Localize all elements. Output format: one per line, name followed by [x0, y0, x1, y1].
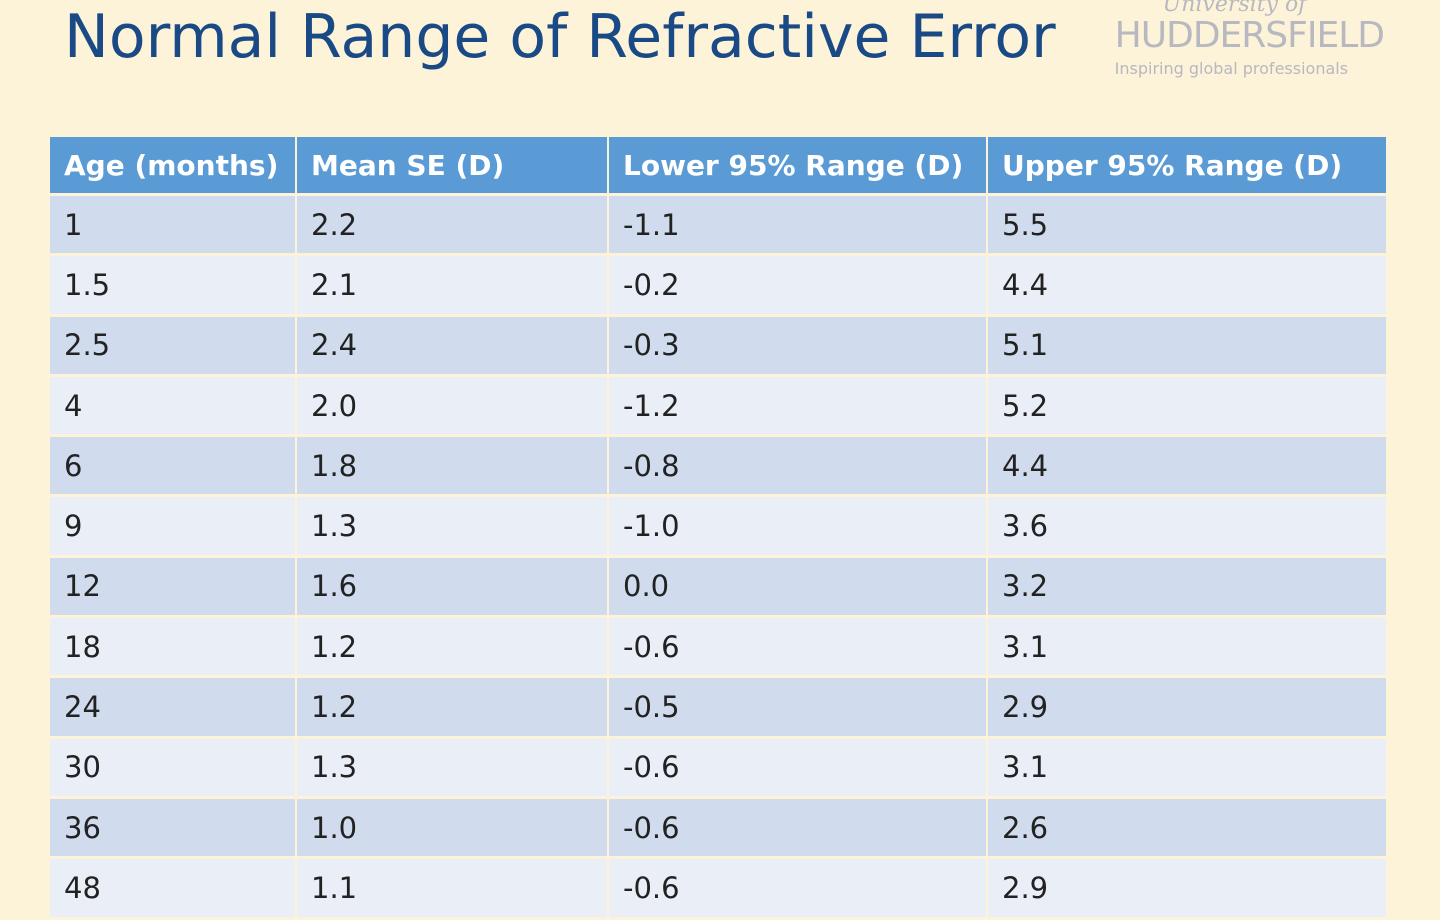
- table-cell: 3.6: [988, 497, 1386, 555]
- table-cell: 0.0: [609, 557, 986, 616]
- logo-tagline: Inspiring global professionals: [1114, 59, 1349, 78]
- table-cell: -0.6: [609, 859, 986, 917]
- table-cell: 2.6: [988, 798, 1386, 857]
- table-cell: 3.1: [988, 738, 1386, 796]
- table-cell: 18: [50, 618, 295, 676]
- table-cell: 36: [50, 798, 295, 857]
- table-cell: 6: [50, 437, 295, 495]
- table-cell: -1.0: [609, 497, 986, 555]
- table-cell: 2.1: [297, 256, 607, 314]
- table-cell: 1.0: [297, 798, 607, 857]
- column-header: Upper 95% Range (D): [988, 137, 1386, 193]
- table-cell: 4: [50, 376, 295, 435]
- slide-title: Normal Range of Refractive Error: [64, 2, 1056, 72]
- table-cell: 30: [50, 738, 295, 796]
- table-cell: 1.5: [50, 256, 295, 314]
- table-cell: 48: [50, 859, 295, 917]
- table-cell: -1.1: [609, 196, 986, 254]
- table-cell: 5.2: [988, 376, 1386, 435]
- table-cell: 2.9: [988, 859, 1386, 917]
- table-cell: -0.8: [609, 437, 986, 495]
- table-cell: 2.2: [297, 196, 607, 254]
- table-cell: 1.6: [297, 557, 607, 616]
- table-cell: 2.4: [297, 316, 607, 374]
- table-cell: -0.6: [609, 618, 986, 676]
- table-cell: 12: [50, 557, 295, 616]
- table-cell: 24: [50, 678, 295, 736]
- table-cell: 1.3: [297, 738, 607, 796]
- table-cell: 2.9: [988, 678, 1386, 736]
- logo: University of HUDDERSFIELD Inspiring glo…: [1114, 0, 1385, 78]
- table-cell: 2.0: [297, 376, 607, 435]
- table-cell: 2.5: [50, 316, 295, 374]
- table-cell: 4.4: [988, 256, 1386, 314]
- logo-name: HUDDERSFIELD: [1114, 15, 1385, 56]
- table-cell: -0.3: [609, 316, 986, 374]
- table-cell: 3.2: [988, 557, 1386, 616]
- table-cell: -0.2: [609, 256, 986, 314]
- table-cell: 1: [50, 196, 295, 254]
- column-header: Mean SE (D): [297, 137, 607, 193]
- table-cell: 1.1: [297, 859, 607, 917]
- table-cell: 1.8: [297, 437, 607, 495]
- column-header: Age (months): [50, 137, 295, 193]
- table-cell: 1.3: [297, 497, 607, 555]
- table: Age (months) Mean SE (D) Lower 95% Range (…: [50, 137, 1386, 917]
- table-cell: 9: [50, 497, 295, 555]
- table-cell: -0.5: [609, 678, 986, 736]
- table-cell: 5.1: [988, 316, 1386, 374]
- table-cell: 3.1: [988, 618, 1386, 676]
- column-header: Lower 95% Range (D): [609, 137, 986, 193]
- table-cell: -1.2: [609, 376, 986, 435]
- table-cell: 1.2: [297, 678, 607, 736]
- table-cell: 4.4: [988, 437, 1386, 495]
- table-cell: 5.5: [988, 196, 1386, 254]
- logo-line: University of: [1162, 0, 1307, 17]
- table-cell: -0.6: [609, 738, 986, 796]
- table-cell: -0.6: [609, 798, 986, 857]
- table-cell: 1.2: [297, 618, 607, 676]
